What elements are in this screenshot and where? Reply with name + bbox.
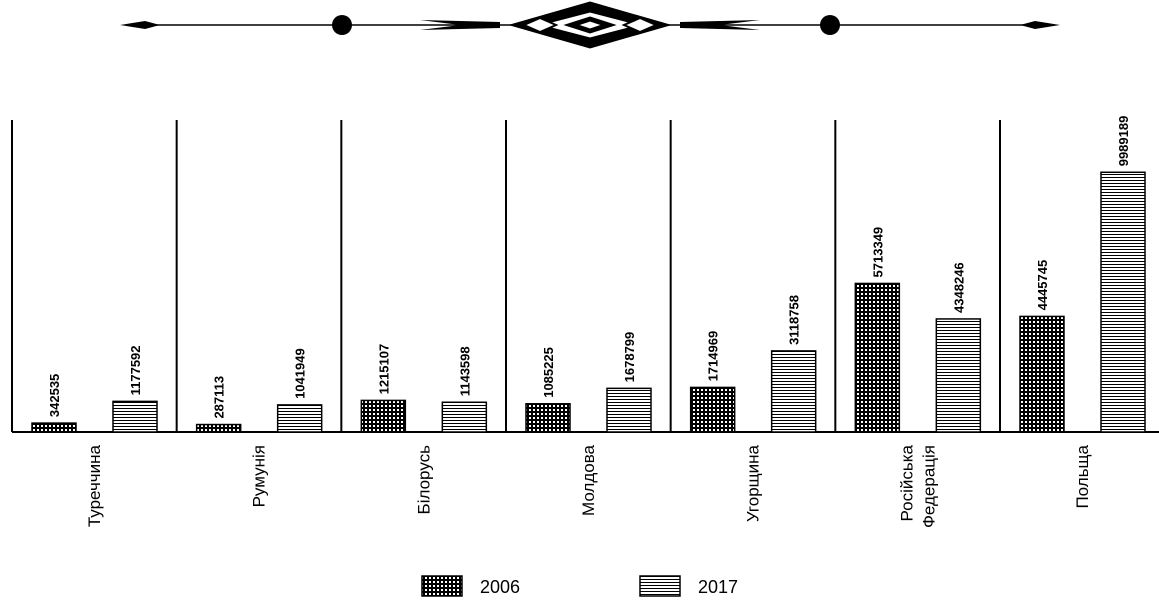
value-label: 4445745 <box>1035 260 1050 311</box>
value-label: 342535 <box>47 374 62 417</box>
value-label: 287113 <box>212 376 227 419</box>
bar <box>360 399 407 433</box>
bar <box>195 423 242 433</box>
x-tick-label: Туреччина <box>85 444 104 527</box>
bar <box>276 404 323 433</box>
value-label: 4348246 <box>951 262 966 313</box>
value-label: 1177592 <box>128 345 143 395</box>
bar <box>31 422 77 433</box>
bar <box>854 282 901 433</box>
bar <box>935 318 982 433</box>
value-label: 9989189 <box>1116 116 1131 167</box>
x-tick-label: Білорусь <box>414 445 433 515</box>
value-label: 5713349 <box>870 227 885 278</box>
bar <box>112 400 158 433</box>
bar <box>606 387 652 433</box>
x-tick-label: Угорщина <box>744 444 763 522</box>
value-label: 1041949 <box>293 348 308 399</box>
value-label: 1215107 <box>376 344 391 395</box>
x-tick-label: Румунія <box>250 445 269 507</box>
legend-swatch <box>421 575 463 597</box>
legend-label: 2006 <box>480 577 520 597</box>
x-tick-label: Польща <box>1073 444 1092 508</box>
bar <box>525 403 571 433</box>
bar <box>1100 171 1146 433</box>
bar <box>689 386 736 433</box>
value-label: 1714969 <box>706 331 721 382</box>
x-tick-label: Молдова <box>579 444 598 516</box>
ornament <box>120 1 1060 49</box>
value-label: 1143598 <box>457 346 472 396</box>
value-label: 1678799 <box>622 332 637 383</box>
bar <box>1019 315 1065 433</box>
x-tick-label: Російська Федерація <box>897 444 938 532</box>
legend-swatch <box>639 575 681 597</box>
bar <box>770 350 817 433</box>
value-label: 3118758 <box>787 295 802 345</box>
bar <box>441 401 488 433</box>
value-label: 1085225 <box>541 347 556 398</box>
legend-label: 2017 <box>698 577 738 597</box>
